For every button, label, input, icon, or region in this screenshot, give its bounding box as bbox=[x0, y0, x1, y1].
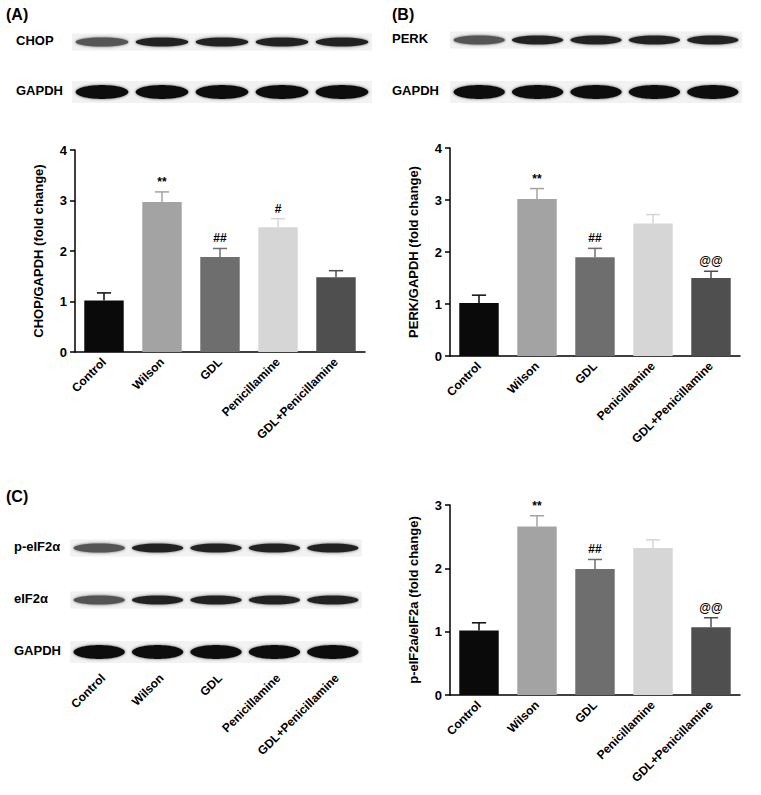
svg-text:1: 1 bbox=[60, 294, 67, 309]
svg-text:3: 3 bbox=[435, 193, 442, 208]
svg-text:4: 4 bbox=[60, 143, 68, 158]
svg-text:1: 1 bbox=[435, 297, 442, 312]
svg-text:CHOP/GAPDH (fold change): CHOP/GAPDH (fold change) bbox=[31, 164, 46, 337]
svg-text:Control: Control bbox=[444, 359, 484, 399]
svg-text:**: ** bbox=[532, 499, 542, 513]
svg-text:#: # bbox=[275, 202, 282, 216]
svg-text:3: 3 bbox=[60, 193, 67, 208]
svg-text:(B): (B) bbox=[392, 6, 414, 23]
svg-text:Penicillamine: Penicillamine bbox=[219, 355, 283, 419]
svg-text:0: 0 bbox=[60, 345, 67, 360]
svg-text:Wilson: Wilson bbox=[129, 355, 167, 393]
svg-text:Control: Control bbox=[68, 671, 108, 711]
svg-text:(A): (A) bbox=[6, 6, 28, 23]
svg-text:@@: @@ bbox=[699, 254, 722, 268]
svg-text:Penicillamine: Penicillamine bbox=[594, 698, 658, 762]
svg-text:GAPDH: GAPDH bbox=[392, 83, 439, 98]
svg-text:PERK: PERK bbox=[392, 31, 429, 46]
svg-text:GAPDH: GAPDH bbox=[14, 643, 61, 658]
svg-text:2: 2 bbox=[435, 245, 442, 260]
svg-text:GDL: GDL bbox=[572, 698, 600, 726]
svg-text:2: 2 bbox=[435, 561, 442, 576]
svg-text:Control: Control bbox=[69, 355, 109, 395]
svg-text:(C): (C) bbox=[6, 488, 28, 505]
svg-text:3: 3 bbox=[435, 498, 442, 513]
svg-text:GDL+Penicillamine: GDL+Penicillamine bbox=[629, 698, 716, 785]
svg-text:4: 4 bbox=[435, 141, 443, 156]
svg-text:CHOP: CHOP bbox=[16, 33, 54, 48]
svg-text:Control: Control bbox=[444, 698, 484, 738]
svg-text:@@: @@ bbox=[699, 601, 722, 615]
svg-text:GDL: GDL bbox=[197, 671, 225, 699]
svg-text:GDL+Penicillamine: GDL+Penicillamine bbox=[255, 671, 342, 758]
svg-text:0: 0 bbox=[435, 349, 442, 364]
svg-text:**: ** bbox=[532, 172, 542, 186]
svg-text:0: 0 bbox=[435, 688, 442, 703]
svg-text:Wilson: Wilson bbox=[504, 359, 542, 397]
svg-text:Penicillamine: Penicillamine bbox=[219, 671, 283, 735]
svg-text:Wilson: Wilson bbox=[129, 671, 167, 709]
svg-text:eIF2α: eIF2α bbox=[14, 591, 48, 606]
svg-text:Wilson: Wilson bbox=[504, 698, 542, 736]
svg-text:PERK/GAPDH (fold change): PERK/GAPDH (fold change) bbox=[406, 166, 421, 338]
svg-text:p-eIF2a/eIF2a (fold change): p-eIF2a/eIF2a (fold change) bbox=[406, 516, 421, 684]
svg-text:2: 2 bbox=[60, 244, 67, 259]
svg-text:##: ## bbox=[588, 542, 602, 556]
svg-text:##: ## bbox=[588, 231, 602, 245]
svg-text:GDL+Penicillamine: GDL+Penicillamine bbox=[629, 359, 716, 446]
svg-text:**: ** bbox=[157, 175, 167, 189]
svg-text:GDL: GDL bbox=[572, 359, 600, 387]
svg-text:Penicillamine: Penicillamine bbox=[594, 359, 658, 423]
svg-text:p-eIF2α: p-eIF2α bbox=[14, 539, 60, 554]
svg-text:GAPDH: GAPDH bbox=[16, 83, 63, 98]
svg-text:GDL+Penicillamine: GDL+Penicillamine bbox=[254, 355, 341, 442]
svg-text:##: ## bbox=[213, 231, 227, 245]
svg-text:GDL: GDL bbox=[197, 355, 225, 383]
svg-text:1: 1 bbox=[435, 624, 442, 639]
